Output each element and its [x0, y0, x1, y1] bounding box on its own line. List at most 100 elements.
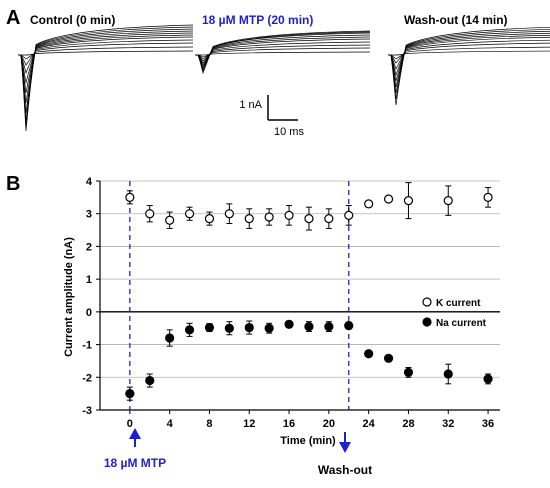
k-current-point: [145, 209, 155, 219]
k-current-point: [383, 194, 394, 204]
y-axis-label: Current amplitude (nA): [63, 237, 75, 357]
washout-title: Wash-out (14 min): [404, 13, 508, 27]
k-current-point: [264, 212, 274, 222]
k-current-point: [125, 192, 135, 202]
legend-k-marker: [422, 297, 432, 307]
na-current-point: [244, 322, 254, 333]
k-current-point: [284, 210, 294, 220]
control-current-traces: [18, 24, 194, 132]
k-current-point: [165, 215, 175, 225]
current-trace: [195, 47, 371, 58]
current-trace: [18, 26, 194, 128]
mtp-title: 18 µM MTP (20 min): [202, 13, 313, 27]
current-trace: [388, 27, 550, 106]
y-tick-label: -1: [82, 340, 92, 352]
drug-start-annotation: 18 µM MTP: [104, 428, 166, 470]
y-tick-label: -3: [82, 405, 92, 417]
k-current-point: [403, 196, 414, 206]
panel-a-letter: A: [6, 7, 20, 29]
current-trace: [388, 42, 550, 64]
x-tick-label: 4: [167, 418, 174, 430]
na-current-point: [264, 323, 274, 333]
x-tick-label: 0: [127, 418, 133, 430]
scale-bar-current-label: 1 nA: [239, 99, 262, 111]
scale-bar-time-label: 10 ms: [274, 126, 304, 138]
na-current-point: [304, 321, 314, 332]
legend: K current Na current: [422, 297, 487, 329]
y-tick-label: 4: [86, 176, 93, 188]
k-current-point: [244, 214, 254, 224]
x-tick-label: 20: [323, 418, 335, 430]
x-tick-label: 8: [206, 418, 212, 430]
washout-arrow-head: [339, 442, 351, 453]
current-trace: [18, 28, 194, 122]
legend-na-marker: [422, 317, 432, 327]
current-trace: [388, 39, 550, 70]
washout-current-traces: [388, 27, 550, 106]
mtp-current-traces: [195, 30, 371, 75]
washout-label: Wash-out: [318, 463, 372, 477]
drug-start-arrow-head: [129, 428, 141, 439]
na-current-point: [204, 322, 215, 333]
x-tick-label: 36: [482, 418, 494, 430]
current-trace: [18, 42, 194, 66]
scale-bar: 1 nA 10 ms: [239, 95, 304, 138]
current-trace: [388, 32, 550, 88]
current-trace: [195, 41, 371, 62]
na-current-point: [483, 374, 493, 384]
k-current-point: [204, 214, 215, 224]
control-title: Control (0 min): [30, 13, 115, 27]
legend-k-label: K current: [436, 298, 481, 309]
chart-vertical-markers: [129, 181, 350, 410]
x-tick-label: 12: [243, 418, 255, 430]
current-trace: [18, 39, 194, 75]
current-trace: [195, 51, 371, 56]
panel-b-letter: B: [6, 173, 20, 195]
current-trace: [18, 46, 194, 60]
na-current-point: [145, 375, 155, 386]
y-tick-label: -2: [82, 372, 92, 384]
k-current-point: [364, 199, 374, 209]
chart-grid: [100, 180, 500, 378]
x-axis-label: Time (min): [280, 435, 336, 447]
current-trace: [195, 44, 371, 60]
x-tick-label: 32: [442, 418, 454, 430]
na-current-point: [224, 323, 234, 333]
x-tick-label: 24: [363, 418, 376, 430]
k-current-point: [324, 214, 334, 224]
drug-start-label: 18 µM MTP: [104, 456, 166, 470]
current-trace: [195, 38, 371, 64]
chart-series: [125, 182, 493, 401]
na-current-point: [403, 367, 414, 377]
k-current-point: [224, 209, 234, 219]
k-current-point: [304, 214, 314, 224]
x-tick-label: 16: [283, 418, 295, 430]
current-trace: [195, 30, 371, 75]
washout-annotation: Wash-out: [318, 432, 372, 477]
y-tick-label: 0: [86, 307, 92, 319]
na-current-point: [364, 349, 374, 359]
na-current-point: [184, 325, 195, 335]
k-current-point: [483, 192, 493, 202]
na-current-point: [284, 319, 294, 329]
k-current-point: [184, 209, 195, 219]
y-tick-label: 3: [86, 209, 92, 221]
y-tick-label: 2: [86, 241, 92, 253]
y-tick-label: 1: [86, 274, 92, 286]
legend-na-label: Na current: [436, 318, 487, 329]
na-current-point: [165, 333, 175, 343]
current-trace: [388, 34, 550, 82]
current-trace: [388, 46, 550, 60]
na-current-point: [443, 369, 453, 379]
x-tick-label: 28: [402, 418, 414, 430]
k-current-point: [443, 196, 453, 206]
na-current-point: [344, 320, 354, 331]
na-current-point: [324, 321, 334, 332]
current-trace: [388, 28, 550, 100]
current-trace: [195, 36, 371, 66]
k-current-point: [344, 210, 354, 220]
na-current-point: [383, 353, 394, 363]
current-trace: [388, 50, 550, 56]
